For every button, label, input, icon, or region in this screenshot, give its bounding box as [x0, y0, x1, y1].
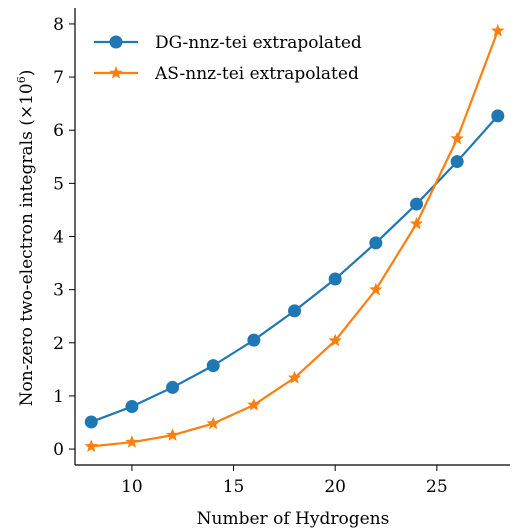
data-point-as: [450, 131, 464, 145]
y-tick-label: 7: [53, 68, 64, 88]
x-axis-label: Number of Hydrogens: [197, 509, 390, 529]
data-point-as: [165, 428, 180, 441]
y-tick-label: 5: [53, 174, 64, 194]
data-point-dg: [491, 109, 505, 123]
data-point-as: [369, 282, 383, 296]
y-tick-label: 2: [53, 334, 64, 354]
legend-marker-as: [109, 66, 123, 79]
data-point-as: [491, 23, 505, 37]
x-tick-label: 20: [324, 477, 346, 497]
data-point-dg: [288, 304, 302, 318]
legend-marker-dg: [109, 35, 123, 49]
y-tick-label: 8: [53, 15, 64, 35]
y-tick-label: 4: [53, 228, 64, 248]
data-point-dg: [450, 155, 464, 169]
data-point-dg: [369, 236, 383, 250]
data-point-as: [409, 216, 424, 230]
data-point-as: [247, 397, 261, 411]
x-tick-label: 10: [121, 477, 143, 497]
data-point-dg: [206, 359, 220, 373]
data-point-dg: [84, 415, 98, 429]
data-point-dg: [247, 333, 261, 347]
y-tick-label: 0: [53, 440, 64, 460]
data-point-as: [206, 416, 220, 430]
data-point-dg: [409, 197, 423, 211]
data-point-as: [125, 435, 139, 448]
x-tick-label: 15: [223, 477, 245, 497]
x-axis-ticks: 10 15 20 25: [121, 465, 448, 497]
series-line-as: [91, 30, 499, 448]
y-axis-ticks: 0 1 2 3 4 5 6 7 8: [53, 15, 75, 460]
legend-label-dg: DG-nnz-tei extrapolated: [155, 33, 362, 53]
y-tick-label: 6: [53, 121, 64, 141]
series-layer: [84, 23, 505, 453]
data-point-dg: [328, 272, 342, 286]
data-point-as: [84, 439, 98, 453]
y-tick-label: 1: [53, 387, 64, 407]
data-point-dg: [125, 400, 139, 414]
data-point-dg: [166, 380, 180, 394]
legend: DG-nnz-tei extrapolated AS-nnz-tei extra…: [94, 33, 362, 84]
x-tick-label: 25: [426, 477, 448, 497]
data-point-as: [328, 333, 342, 347]
y-tick-label: 3: [53, 281, 64, 301]
y-axis-label: Non-zero two-electron integrals (×106): [15, 70, 37, 407]
data-point-as: [287, 370, 302, 384]
legend-label-as: AS-nnz-tei extrapolated: [154, 64, 359, 84]
